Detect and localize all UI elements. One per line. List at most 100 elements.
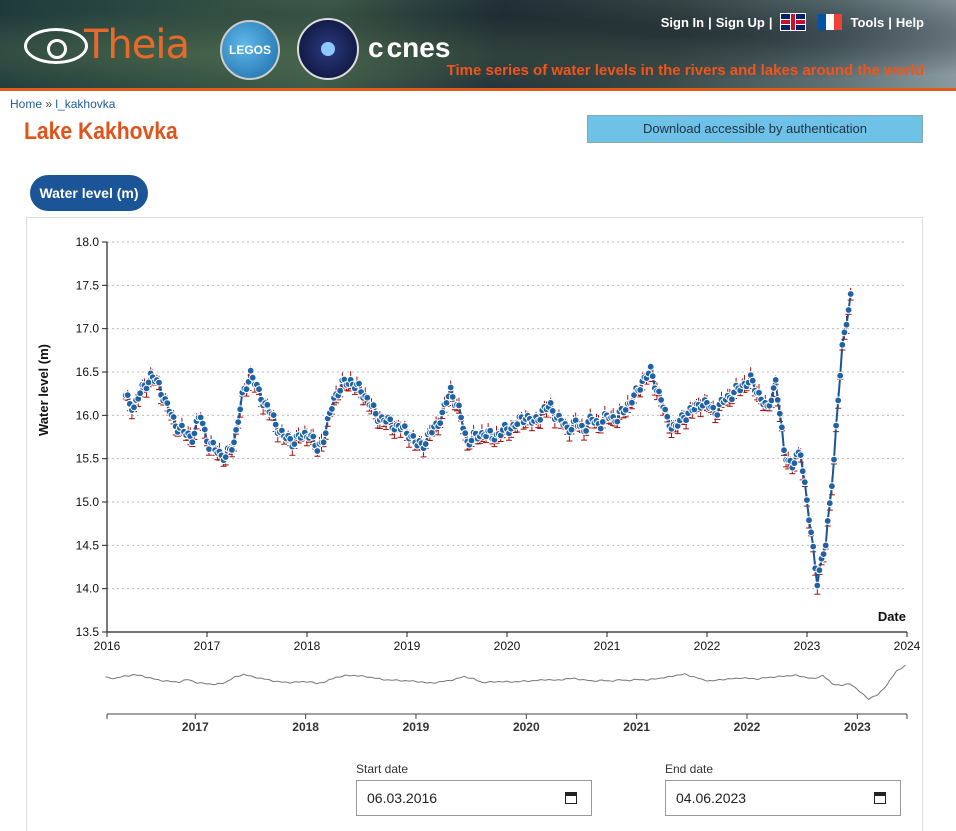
sign-up-link[interactable]: Sign Up [715,14,765,30]
data-point[interactable] [209,438,218,447]
data-point[interactable] [709,403,718,412]
theia-logo[interactable]: Theia [24,22,204,72]
data-point[interactable] [755,388,763,397]
data-point[interactable] [803,496,811,505]
data-point[interactable] [363,393,372,402]
data-point[interactable] [771,376,780,384]
data-point[interactable] [188,438,197,447]
data-point[interactable] [369,401,378,410]
data-point[interactable] [248,373,257,382]
data-point[interactable] [486,426,495,435]
data-point[interactable] [457,413,466,422]
data-point[interactable] [286,434,295,443]
data-point[interactable] [838,340,847,349]
data-point[interactable] [663,412,672,421]
data-point[interactable] [823,517,832,525]
data-point[interactable] [548,407,557,415]
data-point[interactable] [234,418,243,427]
data-point[interactable] [598,418,607,426]
calendar-icon[interactable] [874,792,886,804]
data-point[interactable] [655,387,663,396]
data-point[interactable] [780,446,788,455]
data-point[interactable] [628,398,636,407]
data-point[interactable] [809,542,818,551]
data-point[interactable] [386,415,395,424]
data-point[interactable] [830,455,838,464]
data-point[interactable] [815,566,824,575]
data-point[interactable] [236,405,245,414]
data-point[interactable] [834,396,843,405]
data-point[interactable] [778,423,786,432]
data-point[interactable] [246,366,255,375]
data-point[interactable] [290,440,299,449]
data-point[interactable] [828,482,836,491]
data-point[interactable] [769,384,778,392]
data-point[interactable] [446,383,455,392]
end-date-input[interactable]: 04.06.2023 [665,780,901,816]
data-point[interactable] [371,409,380,418]
data-point[interactable] [263,400,272,409]
data-point[interactable] [646,362,655,371]
data-point[interactable] [230,438,238,447]
data-point[interactable] [155,378,163,387]
hydroweb-logo[interactable] [297,18,359,80]
calendar-icon[interactable] [565,792,577,804]
legos-logo[interactable]: LEGOS [220,20,280,80]
data-point[interactable] [136,389,145,398]
data-point[interactable] [582,427,590,435]
data-point[interactable] [819,550,828,558]
data-point[interactable] [832,421,840,430]
data-point[interactable] [255,385,263,394]
data-point[interactable] [461,429,470,438]
data-point[interactable] [123,391,132,400]
data-point[interactable] [400,422,409,431]
data-point[interactable] [798,467,807,476]
data-point[interactable] [661,405,670,414]
data-point[interactable] [221,453,230,462]
data-point[interactable] [321,429,330,438]
data-point[interactable] [355,379,363,388]
breadcrumb-home[interactable]: Home [10,97,43,111]
data-point[interactable] [807,528,815,537]
data-point[interactable] [328,405,336,413]
data-point[interactable] [636,386,645,394]
data-point[interactable] [228,446,236,454]
data-point[interactable] [271,420,280,429]
data-point[interactable] [513,420,522,429]
data-point[interactable] [536,415,545,424]
data-point[interactable] [200,425,209,434]
uk-flag-icon[interactable] [780,13,807,31]
data-point[interactable] [442,399,451,407]
data-point[interactable] [409,432,418,440]
data-point[interactable] [421,440,430,448]
data-point[interactable] [813,581,822,590]
data-point[interactable] [836,371,845,380]
data-point[interactable] [775,409,784,418]
data-point[interactable] [169,413,178,421]
data-point[interactable] [130,403,138,412]
help-link[interactable]: Help [895,14,924,30]
data-point[interactable] [319,438,328,447]
data-point[interactable] [842,320,851,329]
breadcrumb-current[interactable]: l_kakhovka [55,97,116,111]
data-point[interactable] [436,419,445,428]
data-point[interactable] [790,459,799,468]
data-point[interactable] [630,391,638,400]
start-date-input[interactable]: 06.03.2016 [356,780,592,816]
data-point[interactable] [682,416,690,425]
sign-in-link[interactable]: Sign In [660,14,705,30]
data-point[interactable] [844,306,853,314]
range-navigator[interactable] [105,664,908,715]
data-point[interactable] [825,499,834,508]
data-point[interactable] [242,385,251,394]
data-point[interactable] [190,429,199,438]
data-point[interactable] [648,372,657,381]
data-point[interactable] [800,478,809,487]
data-point[interactable] [713,411,722,419]
download-button[interactable]: Download accessible by authentication [587,115,923,143]
data-point[interactable] [309,432,318,441]
data-point[interactable] [336,386,345,395]
tab-water-level[interactable]: Water level (m) [30,175,148,211]
data-point[interactable] [773,396,782,404]
